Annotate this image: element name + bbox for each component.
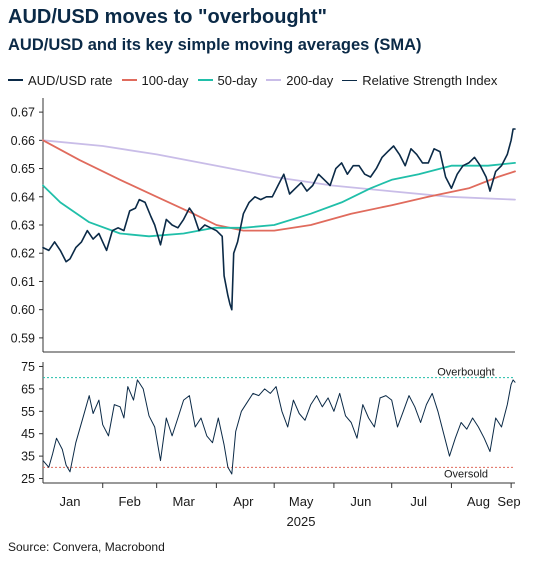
x-tick-label-aug: Aug <box>467 494 490 509</box>
y-tick-label: 0.60 <box>11 303 35 317</box>
y-tick-label: 0.64 <box>11 190 35 204</box>
y-tick-label: 0.63 <box>11 219 35 233</box>
y-tick-label: 0.66 <box>11 134 35 148</box>
legend-label-50-day: 50-day <box>217 72 258 88</box>
x-tick-label-feb: Feb <box>118 494 140 509</box>
x-tick-label-sep: Sep <box>497 494 520 509</box>
rsi-tick-label: 55 <box>21 405 35 419</box>
x-tick-label-mar: Mar <box>172 494 195 509</box>
legend-swatch-100-day <box>121 79 137 81</box>
rsi-tick-label: 65 <box>21 382 35 396</box>
rsi-tick-label: 25 <box>21 472 35 486</box>
legend-swatch-rsi <box>342 79 358 81</box>
y-tick-label: 0.62 <box>11 247 35 261</box>
series-line-50-day <box>42 162 516 238</box>
source-note: Source: Convera, Macrobond <box>8 540 165 554</box>
legend-item-50-day: 50-day <box>197 72 258 88</box>
rsi-tick-label: 75 <box>21 360 35 374</box>
legend-label-100-day: 100-day <box>141 72 189 88</box>
legend-item-200-day: 200-day <box>266 73 333 88</box>
annotation-overbought: Overbought <box>437 367 494 379</box>
series-line-200-day <box>42 139 516 201</box>
legend-label-audusd: AUD/USD rate <box>28 72 113 88</box>
series-line-audusd-rate <box>42 128 516 311</box>
chart-legend: AUD/USD rate 100-day 50-day 200-day Rela… <box>8 70 533 90</box>
legend-item-audusd: AUD/USD rate <box>8 73 113 88</box>
legend-item-100-day: 100-day <box>121 72 189 88</box>
x-tick-label-apr: Apr <box>233 494 254 509</box>
x-tick-label-jun: Jun <box>350 494 371 509</box>
rsi-tick-label: 35 <box>21 450 35 464</box>
x-tick-label-may: May <box>289 494 314 509</box>
legend-swatch-200-day <box>266 79 282 81</box>
legend-swatch-audusd <box>8 79 23 81</box>
legend-item-rsi: Relative Strength Index <box>342 73 497 88</box>
chart-title: AUD/USD moves to "overbought" <box>8 6 327 28</box>
x-tick-label-jan: Jan <box>59 494 80 509</box>
series-line-100-day <box>42 139 516 232</box>
legend-swatch-50-day <box>197 79 213 81</box>
series-line-relative-strength-index <box>42 379 516 475</box>
x-tick-label-jul: Jul <box>410 494 427 509</box>
rsi-tick-label: 45 <box>21 427 35 441</box>
y-tick-label: 0.67 <box>11 106 35 120</box>
legend-label-rsi: Relative Strength Index <box>362 72 498 88</box>
chart-subtitle: AUD/USD and its key simple moving averag… <box>8 36 422 54</box>
x-axis-year-label: 2025 <box>287 514 316 529</box>
legend-label-200-day: 200-day <box>286 72 334 88</box>
annotation-oversold: Oversold <box>444 468 488 480</box>
y-tick-label: 0.65 <box>11 162 35 176</box>
y-tick-label: 0.59 <box>11 331 35 345</box>
y-tick-label: 0.61 <box>11 275 35 289</box>
